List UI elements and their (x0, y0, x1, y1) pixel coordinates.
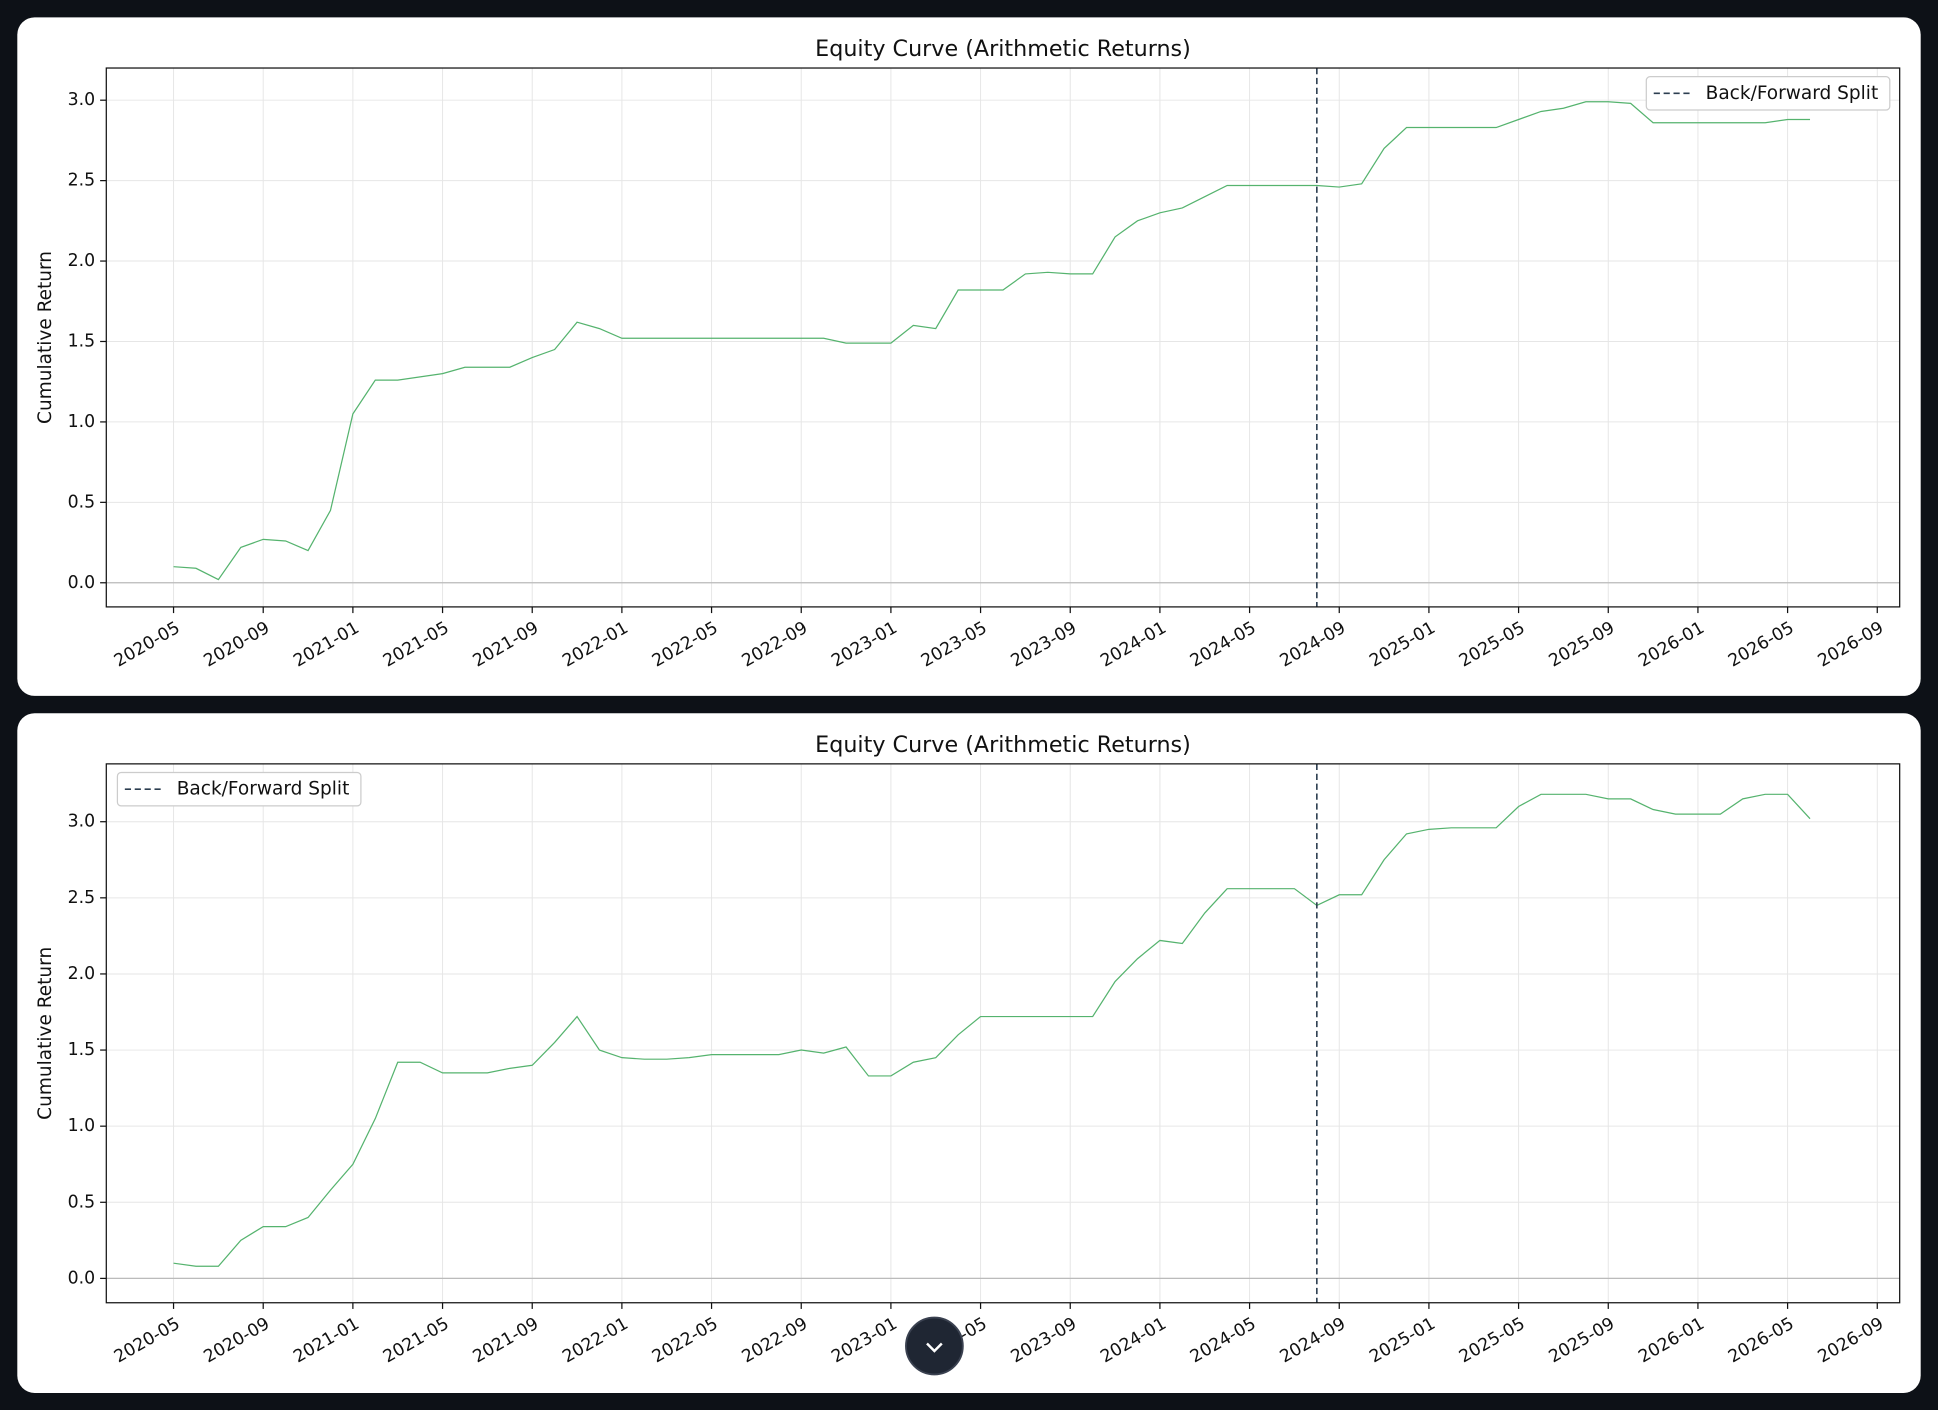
y-tick-label: 0.5 (68, 1192, 96, 1212)
y-tick-label: 2.5 (68, 171, 96, 191)
plot-frame (105, 67, 1901, 608)
equity-line (173, 101, 1811, 581)
panel (17, 713, 1921, 1393)
y-tick-label: 1.5 (68, 1040, 96, 1060)
y-tick-label: 2.0 (68, 251, 96, 271)
y-axis-label: Cumulative Return (35, 947, 56, 1120)
y-tick-label: 0.5 (68, 492, 96, 512)
y-tick-label: 0.0 (68, 1268, 96, 1288)
y-axis-label: Cumulative Return (35, 251, 56, 424)
legend: Back/Forward Split (1645, 76, 1891, 111)
y-tick-label: 1.0 (68, 412, 96, 432)
equity-line (173, 793, 1811, 1267)
y-tick-label: 3.0 (68, 812, 96, 832)
plot-frame (105, 763, 1901, 1304)
legend-box (1645, 76, 1891, 111)
scroll-down-button[interactable] (905, 1316, 964, 1376)
legend-label: Back/Forward Split (177, 779, 350, 800)
y-tick-label: 1.0 (68, 1116, 96, 1136)
chart-title: Equity Curve (Arithmetic Returns) (815, 36, 1191, 62)
chart-title: Equity Curve (Arithmetic Returns) (815, 732, 1191, 758)
legend-box (116, 771, 362, 807)
y-tick-label: 2.5 (68, 888, 96, 908)
panel (17, 17, 1921, 696)
y-tick-label: 2.0 (68, 964, 96, 984)
legend: Back/Forward Split (116, 771, 362, 807)
legend-label: Back/Forward Split (1706, 83, 1879, 104)
y-tick-label: 0.0 (68, 573, 96, 593)
y-tick-label: 3.0 (68, 90, 96, 110)
y-tick-label: 1.5 (68, 331, 96, 351)
